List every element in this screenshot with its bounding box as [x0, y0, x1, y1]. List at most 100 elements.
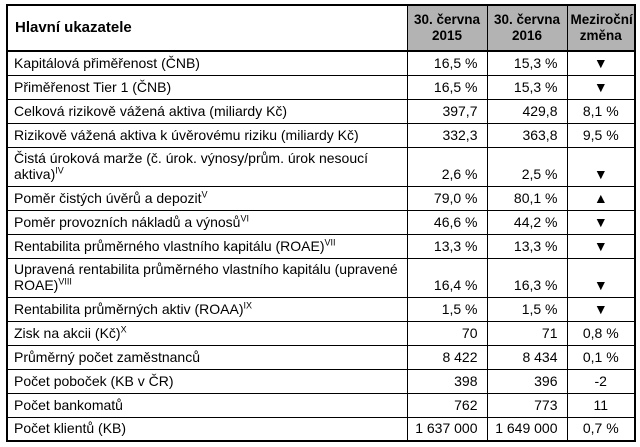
yoy-change-value: 0,8 % — [566, 320, 636, 346]
indicator-label: Rizikově vážená aktiva k úvěrovému rizik… — [6, 122, 408, 148]
indicator-label: Počet bankomatů — [6, 392, 408, 418]
table-row: Přiměřenost Tier 1 (ČNB) 16,5 % 15,3 % ▼ — [6, 74, 636, 100]
yoy-change-down-icon: ▼ — [566, 146, 636, 187]
footnote-ref: IX — [243, 299, 253, 310]
indicator-label: Průměrný počet zaměstnanců — [6, 344, 408, 370]
table-row: Počet bankomatů 762 773 11 — [6, 392, 636, 418]
table-row: Čistá úroková marže (č. úrok. výnosy/prů… — [6, 146, 636, 187]
table-row: Průměrný počet zaměstnanců 8 422 8 434 0… — [6, 344, 636, 370]
indicator-text: Rizikově vážená aktiva k úvěrovému rizik… — [14, 126, 359, 143]
value-2016: 1 649 000 — [486, 416, 568, 442]
value-2015: 1,5 % — [406, 296, 488, 322]
value-2015: 398 — [406, 368, 488, 394]
indicator-label: Upravená rentabilita průměrného vlastníh… — [6, 257, 408, 298]
yoy-change-value: 9,5 % — [566, 122, 636, 148]
indicator-label: Celková rizikově vážená aktiva (miliardy… — [6, 98, 408, 124]
value-2016: 363,8 — [486, 122, 568, 148]
value-2016: 429,8 — [486, 98, 568, 124]
yoy-change-up-icon: ▲ — [566, 185, 636, 211]
value-2015: 79,0 % — [406, 185, 488, 211]
value-2015: 70 — [406, 320, 488, 346]
value-2016: 80,1 % — [486, 185, 568, 211]
table-row: Počet klientů (KB) 1 637 000 1 649 000 0… — [6, 416, 636, 442]
key-indicators-table: Hlavní ukazatele 30. června 2015 30. čer… — [6, 4, 636, 442]
indicator-text: Rentabilita průměrných aktiv (ROAA) — [14, 300, 244, 317]
header-period-2015: 30. června 2015 — [406, 4, 488, 52]
indicator-label: Poměr čistých úvěrů a depozitV — [6, 185, 408, 211]
yoy-change-down-icon: ▼ — [566, 50, 636, 76]
indicator-text: Počet klientů (KB) — [14, 420, 127, 436]
indicator-label: Počet poboček (KB v ČR) — [6, 368, 408, 394]
table-header-row: Hlavní ukazatele 30. června 2015 30. čer… — [6, 4, 636, 52]
indicator-label: Čistá úroková marže (č. úrok. výnosy/prů… — [6, 146, 408, 187]
value-2016: 773 — [486, 392, 568, 418]
footnote-ref: VIII — [58, 275, 72, 286]
table-row: Kapitálová přiměřenost (ČNB) 16,5 % 15,3… — [6, 50, 636, 76]
indicator-label: Zisk na akcii (Kč)X — [6, 320, 408, 346]
indicator-text: Celková rizikově vážená aktiva (miliardy… — [14, 102, 288, 119]
value-2015: 397,7 — [406, 98, 488, 124]
table-row: Rizikově vážená aktiva k úvěrovému rizik… — [6, 122, 636, 148]
value-2015: 13,3 % — [406, 233, 488, 259]
yoy-change-value: -2 — [566, 368, 636, 394]
header-period-2016: 30. června 2016 — [486, 4, 568, 52]
yoy-change-value: 0,1 % — [566, 344, 636, 370]
indicator-text: Poměr čistých úvěrů a depozit — [14, 189, 202, 206]
indicator-text: Počet bankomatů — [14, 396, 123, 413]
value-2016: 15,3 % — [486, 50, 568, 76]
indicator-label: Rentabilita průměrných aktiv (ROAA)IX — [6, 296, 408, 322]
footnote-ref: V — [201, 188, 208, 199]
value-2016: 71 — [486, 320, 568, 346]
indicator-text: Upravená rentabilita průměrného vlastníh… — [14, 260, 398, 293]
table-row: Rentabilita průměrného vlastního kapitál… — [6, 233, 636, 259]
indicator-text: Čistá úroková marže (č. úrok. výnosy/prů… — [14, 149, 369, 182]
indicator-label: Rentabilita průměrného vlastního kapitál… — [6, 233, 408, 259]
indicator-text: Zisk na akcii (Kč) — [14, 324, 121, 341]
value-2015: 2,6 % — [406, 146, 488, 187]
table-row: Celková rizikově vážená aktiva (miliardy… — [6, 98, 636, 124]
yoy-change-down-icon: ▼ — [566, 74, 636, 100]
table-row: Upravená rentabilita průměrného vlastníh… — [6, 257, 636, 298]
value-2016: 2,5 % — [486, 146, 568, 187]
indicator-label: Poměr provozních nákladů a výnosůVI — [6, 209, 408, 235]
yoy-change-value: 8,1 % — [566, 98, 636, 124]
indicator-label: Počet klientů (KB) — [6, 416, 408, 442]
yoy-change-value: 0,7 % — [566, 416, 636, 442]
value-2016: 16,3 % — [486, 257, 568, 298]
value-2015: 16,5 % — [406, 50, 488, 76]
value-2016: 15,3 % — [486, 74, 568, 100]
indicator-text: Počet poboček (KB v ČR) — [14, 372, 174, 389]
indicator-text: Kapitálová přiměřenost (ČNB) — [14, 54, 200, 71]
value-2015: 762 — [406, 392, 488, 418]
footnote-ref: VI — [240, 212, 249, 223]
value-2015: 1 637 000 — [406, 416, 488, 442]
value-2016: 396 — [486, 368, 568, 394]
footnote-ref: VII — [324, 236, 336, 247]
indicator-label: Přiměřenost Tier 1 (ČNB) — [6, 74, 408, 100]
value-2015: 46,6 % — [406, 209, 488, 235]
yoy-change-down-icon: ▼ — [566, 233, 636, 259]
yoy-change-value: 11 — [566, 392, 636, 418]
indicator-text: Přiměřenost Tier 1 (ČNB) — [14, 78, 172, 95]
indicator-text: Průměrný počet zaměstnanců — [14, 348, 200, 365]
table-row: Rentabilita průměrných aktiv (ROAA)IX 1,… — [6, 296, 636, 322]
value-2016: 13,3 % — [486, 233, 568, 259]
value-2016: 1,5 % — [486, 296, 568, 322]
table-row: Zisk na akcii (Kč)X 70 71 0,8 % — [6, 320, 636, 346]
header-yoy-change: Meziroční změna — [566, 4, 636, 52]
yoy-change-down-icon: ▼ — [566, 209, 636, 235]
indicator-text: Rentabilita průměrného vlastního kapitál… — [14, 237, 325, 254]
indicator-label: Kapitálová přiměřenost (ČNB) — [6, 50, 408, 76]
table-row: Poměr čistých úvěrů a depozitV 79,0 % 80… — [6, 185, 636, 211]
header-indicator: Hlavní ukazatele — [6, 4, 408, 52]
table-row: Poměr provozních nákladů a výnosůVI 46,6… — [6, 209, 636, 235]
yoy-change-down-icon: ▼ — [566, 257, 636, 298]
value-2015: 16,4 % — [406, 257, 488, 298]
value-2016: 44,2 % — [486, 209, 568, 235]
value-2015: 8 422 — [406, 344, 488, 370]
footnote-ref: IV — [55, 164, 64, 175]
table-row: Počet poboček (KB v ČR) 398 396 -2 — [6, 368, 636, 394]
value-2015: 16,5 % — [406, 74, 488, 100]
yoy-change-down-icon: ▼ — [566, 296, 636, 322]
